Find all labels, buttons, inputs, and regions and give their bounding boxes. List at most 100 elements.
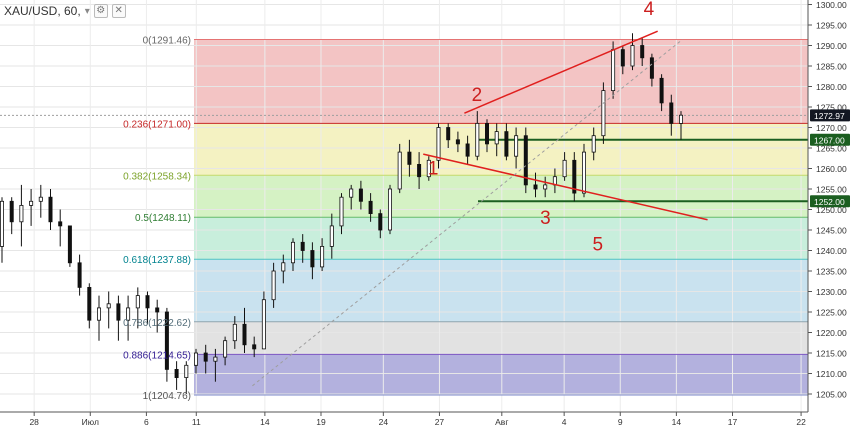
price-tick-label: 1260.00 [816, 164, 847, 174]
candle-body [417, 163, 422, 178]
candle-body [300, 241, 305, 251]
trend-line-0 [464, 30, 658, 114]
time-tick-label: 17 [728, 417, 738, 427]
candle-body [271, 270, 276, 301]
price-tick-label: 1245.00 [816, 226, 847, 236]
price-tick-label: 1295.00 [816, 21, 847, 31]
chevron-down-icon[interactable]: ▾ [84, 5, 90, 17]
candle-body [397, 151, 402, 190]
fib-zone-0.618 [194, 259, 808, 322]
candle-body [38, 196, 43, 202]
price-tick-label: 1220.00 [816, 328, 847, 338]
candle-body [9, 200, 14, 223]
candle-body [514, 135, 519, 157]
candle-body [339, 196, 344, 227]
candle-body [669, 102, 674, 124]
candle-body [591, 135, 596, 153]
candle-body [659, 77, 664, 104]
time-tick-label: Авг [495, 417, 508, 427]
candle-body [533, 184, 538, 190]
candle-body [184, 364, 189, 378]
chart-header: XAU/USD, 60, ▾ ⚙ ✕ [0, 0, 126, 22]
candle-body [135, 295, 140, 309]
fib-zone-0.382 [194, 175, 808, 218]
time-tick-label: 11 [192, 417, 201, 427]
wave-label-5: 5 [593, 235, 604, 256]
price-tick-label: 1215.00 [816, 349, 847, 359]
price-tick-label: 1300.00 [816, 0, 847, 10]
candle-body [116, 303, 121, 321]
candle-body [640, 45, 645, 59]
price-badge-label: 1267.00 [814, 135, 845, 145]
price-badge-label: 1252.00 [814, 197, 845, 207]
fib-zone-0.886 [194, 354, 808, 395]
price-tick-label: 1205.00 [816, 390, 847, 400]
candle-body [475, 123, 480, 157]
candle-body [19, 204, 24, 223]
symbol-title: XAU/USD, 60, [4, 4, 81, 18]
fib-label-0.236: 0.236(1271.00) [123, 119, 191, 130]
fib-label-0.618: 0.618(1237.88) [123, 255, 191, 266]
trend-line-2 [252, 38, 683, 387]
fib-label-0.786: 0.786(1222.62) [123, 318, 191, 329]
time-tick-label: Июл [82, 417, 99, 427]
time-tick-label: 14 [672, 417, 682, 427]
candle-body [58, 221, 63, 227]
price-badge [810, 195, 850, 208]
candle-body [281, 262, 286, 272]
fib-label-0.886: 0.886(1214.65) [123, 350, 191, 361]
candles [0, 33, 684, 394]
candle-body [446, 127, 451, 141]
time-tick-label: 28 [29, 417, 39, 427]
price-tick-label: 1285.00 [816, 62, 847, 72]
candle-body [407, 151, 412, 165]
candle-body [572, 159, 577, 194]
candle-body [378, 213, 383, 231]
candle-body [582, 151, 587, 194]
fib-fills [194, 39, 808, 395]
candle-body [155, 307, 160, 313]
price-tick-label: 1280.00 [816, 82, 847, 92]
candle-body [358, 188, 363, 202]
candle-body [164, 311, 169, 370]
candle-body [193, 352, 198, 366]
fib-label-0.5: 0.5(1248.11) [135, 213, 191, 224]
candle-body [465, 143, 470, 157]
price-tick-label: 1275.00 [816, 103, 847, 113]
price-tick-label: 1265.00 [816, 144, 847, 154]
candle-body [320, 245, 325, 268]
candle-body [145, 295, 150, 309]
wave-label-2: 2 [472, 85, 483, 106]
price-badge-label: 1272.97 [814, 111, 845, 121]
price-tick-label: 1255.00 [816, 185, 847, 195]
candle-body [329, 225, 334, 247]
candle-body [543, 184, 548, 190]
wave-label-3: 3 [540, 208, 551, 229]
candle-body [232, 323, 237, 342]
candle-body [455, 139, 460, 145]
price-tick-label: 1210.00 [816, 369, 847, 379]
candle-body [223, 340, 228, 358]
candle-body [87, 286, 92, 321]
candle-body [310, 250, 315, 268]
fib-label-0.382: 0.382(1258.34) [123, 171, 191, 182]
candle-body [242, 323, 247, 346]
candle-body [387, 188, 392, 231]
price-tick-label: 1250.00 [816, 205, 847, 215]
candle-body [106, 303, 111, 309]
price-axis-bg [808, 0, 850, 430]
close-icon[interactable]: ✕ [111, 4, 126, 18]
candle-body [126, 307, 131, 321]
price-badge [810, 133, 850, 146]
gear-icon[interactable]: ⚙ [93, 4, 108, 18]
fib-zone-0.236 [194, 123, 808, 176]
candle-body [29, 200, 34, 206]
candle-body [679, 114, 684, 124]
time-axis-bg [0, 412, 850, 430]
candle-body [174, 368, 179, 378]
time-tick-label: 22 [796, 417, 806, 427]
candle-body [601, 90, 606, 137]
candle-body [77, 262, 82, 288]
wave-label-1: 1 [428, 159, 439, 180]
